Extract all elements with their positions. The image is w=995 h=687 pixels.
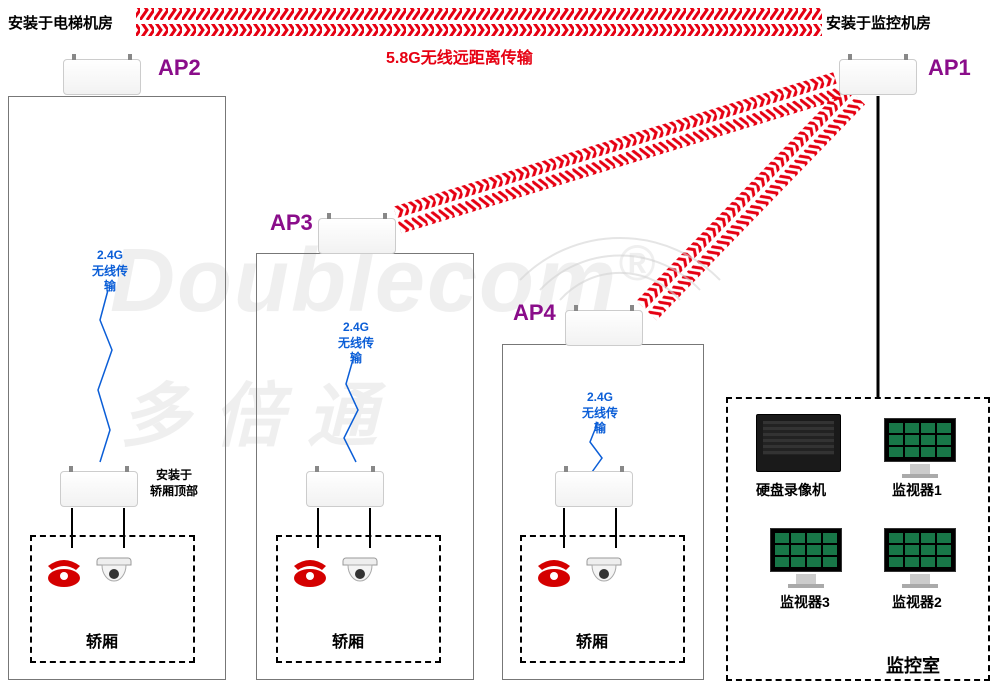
- ap1-label: AP1: [928, 55, 971, 81]
- ap2-label: AP2: [158, 55, 201, 81]
- monitor-1-label: 监视器1: [892, 480, 942, 500]
- ap-car2-device: [306, 471, 384, 507]
- phone-icon-1: [44, 552, 84, 588]
- camera-icon-1: [96, 552, 132, 588]
- label-install-monitor-room: 安装于监控机房: [826, 12, 931, 33]
- ap4-label: AP4: [513, 300, 556, 326]
- monitor-3-label: 监视器3: [780, 592, 830, 612]
- monitor-1: [884, 418, 956, 476]
- nvr-device: [756, 414, 841, 472]
- ap4-device: [565, 310, 643, 346]
- nvr-label: 硬盘录像机: [756, 480, 826, 500]
- phone-icon-2: [290, 552, 330, 588]
- monitor-2-label: 监视器2: [892, 592, 942, 612]
- ap2-device: [63, 59, 141, 95]
- monitor-2: [884, 528, 956, 586]
- camera-icon-3: [586, 552, 622, 588]
- label-24g-3: 2.4G 无线传 输: [582, 390, 618, 437]
- ap3-label: AP3: [270, 210, 313, 236]
- label-24g-1: 2.4G 无线传 输: [92, 248, 128, 295]
- wave-ap3: [393, 72, 841, 233]
- wave-ap4: [636, 85, 865, 320]
- label-24g-2: 2.4G 无线传 输: [338, 320, 374, 367]
- radio-arcs: [520, 238, 720, 300]
- label-install-elevator-room: 安装于电梯机房: [8, 12, 113, 33]
- monitor-3: [770, 528, 842, 586]
- label-58g-transmission: 5.8G无线远距离传输: [386, 44, 533, 68]
- phone-icon-3: [534, 552, 574, 588]
- car-label-3: 轿厢: [576, 628, 608, 652]
- label-install-car-top: 安装于 轿厢顶部: [150, 468, 198, 499]
- car-label-2: 轿厢: [332, 628, 364, 652]
- ap-car1-device: [60, 471, 138, 507]
- ap3-device: [318, 218, 396, 254]
- camera-icon-2: [342, 552, 378, 588]
- car-label-1: 轿厢: [86, 628, 118, 652]
- ap-car3-device: [555, 471, 633, 507]
- ap1-device: [839, 59, 917, 95]
- control-room-label: 监控室: [886, 652, 940, 678]
- wave-top: [136, 8, 822, 36]
